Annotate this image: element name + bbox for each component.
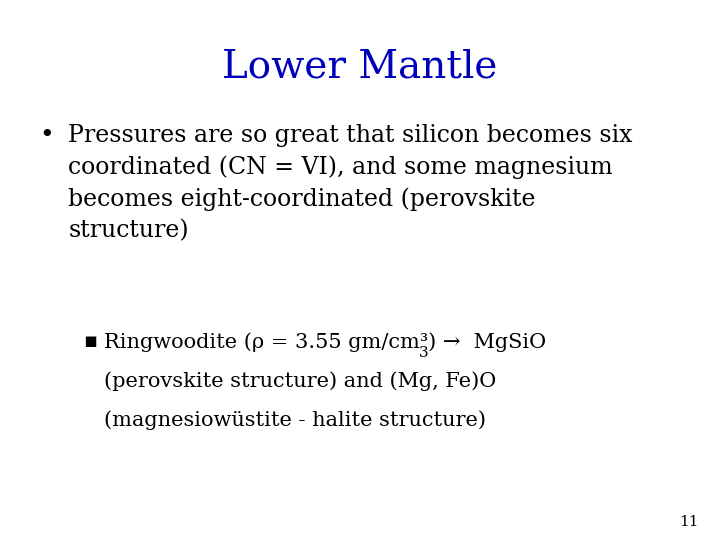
Text: (perovskite structure) and (Mg, Fe)O: (perovskite structure) and (Mg, Fe)O bbox=[104, 371, 497, 390]
Text: 11: 11 bbox=[679, 515, 698, 529]
Text: Lower Mantle: Lower Mantle bbox=[222, 49, 498, 86]
Text: ▪: ▪ bbox=[83, 332, 97, 351]
Text: •: • bbox=[40, 124, 54, 147]
Text: Ringwoodite (ρ = 3.55 gm/cm³) →  MgSiO: Ringwoodite (ρ = 3.55 gm/cm³) → MgSiO bbox=[104, 332, 546, 352]
Text: (magnesiowüstite - halite structure): (magnesiowüstite - halite structure) bbox=[104, 410, 487, 429]
Text: Pressures are so great that silicon becomes six
coordinated (CN = VI), and some : Pressures are so great that silicon beco… bbox=[68, 124, 633, 242]
Text: 3: 3 bbox=[419, 346, 428, 360]
